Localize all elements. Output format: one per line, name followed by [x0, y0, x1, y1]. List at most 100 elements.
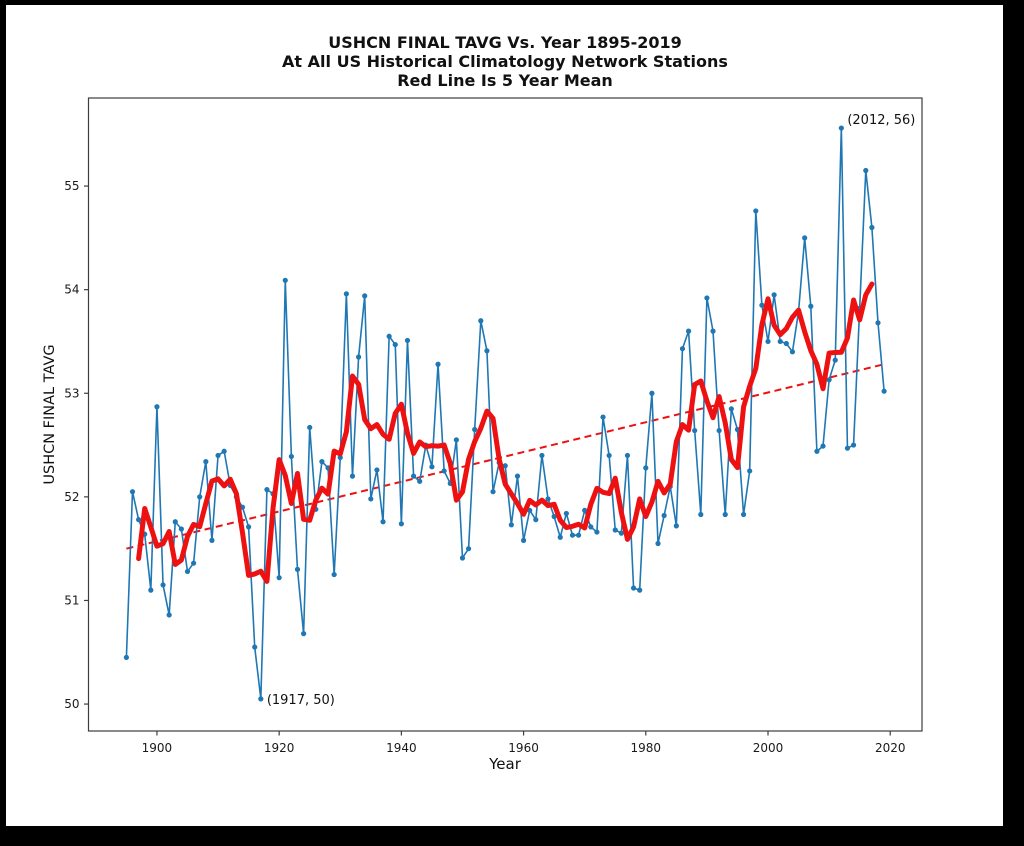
data-point-marker: [484, 348, 490, 354]
data-point-marker: [252, 644, 258, 650]
data-point-marker: [832, 357, 838, 363]
data-point-marker: [606, 452, 612, 459]
y-tick-label: 54: [64, 283, 79, 297]
x-tick-label: 2000: [753, 741, 784, 755]
data-point-marker: [459, 555, 466, 561]
data-point-marker: [850, 442, 857, 448]
data-point-marker: [685, 328, 692, 334]
data-point-marker: [777, 338, 783, 345]
data-point-marker: [753, 208, 759, 214]
data-point-marker: [789, 349, 796, 355]
data-point-marker: [246, 524, 252, 530]
data-point-marker: [838, 125, 844, 131]
chart-title: USHCN FINAL TAVG Vs. Year 1895-2019: [328, 33, 682, 52]
data-point-marker: [765, 338, 771, 345]
data-point-marker: [221, 448, 227, 454]
data-point-marker: [514, 473, 521, 479]
data-point-marker: [172, 519, 178, 525]
data-point-marker: [533, 517, 539, 523]
data-point-marker: [881, 388, 887, 394]
data-point-marker: [630, 585, 637, 591]
data-point-marker: [300, 631, 307, 637]
data-point-marker: [209, 537, 215, 543]
data-point-marker: [429, 464, 435, 470]
x-axis-label: Year: [488, 755, 522, 773]
data-point-marker: [863, 167, 869, 174]
data-point-marker: [508, 522, 514, 528]
data-point-marker: [203, 459, 209, 465]
y-tick-label: 53: [64, 386, 79, 400]
data-point-marker: [123, 654, 129, 661]
data-point-marker: [679, 346, 686, 352]
data-point-marker: [472, 426, 478, 433]
data-point-marker: [814, 448, 820, 454]
data-point-marker: [618, 530, 624, 536]
y-tick-label: 52: [64, 490, 79, 504]
data-point-marker: [191, 560, 197, 566]
data-point-marker: [771, 292, 777, 298]
data-point-marker: [643, 465, 649, 471]
data-point-marker: [398, 521, 404, 527]
data-point-marker: [673, 523, 679, 529]
data-point-marker: [337, 454, 343, 461]
data-point-marker: [264, 487, 270, 493]
y-tick-label: 55: [64, 179, 79, 193]
data-point-marker: [453, 437, 459, 443]
data-point-marker: [759, 302, 765, 308]
data-point-marker: [343, 291, 349, 297]
data-point-marker: [331, 571, 337, 578]
data-point-marker: [588, 524, 594, 530]
data-point-marker: [624, 452, 631, 459]
data-point-marker: [600, 414, 606, 420]
linear-trend-line: [126, 363, 885, 550]
data-point-marker: [716, 427, 722, 434]
axis-ticks: 1900 1920 1940 1960 1980 2000 2020 50 51 52 53 54 55: [64, 179, 905, 755]
data-point-marker: [184, 568, 191, 575]
data-point-marker: [478, 318, 484, 324]
data-point-marker: [594, 529, 600, 535]
data-point-marker: [258, 696, 264, 702]
data-point-marker: [808, 303, 814, 309]
data-point-marker: [844, 445, 851, 451]
data-point-marker: [710, 328, 716, 334]
plot-area-border: [87, 97, 923, 732]
data-point-marker: [386, 333, 392, 339]
annotation-2012-max: (2012, 56): [847, 113, 915, 128]
data-point-marker: [368, 496, 374, 502]
data-point-marker: [380, 519, 386, 525]
data-point-marker: [362, 293, 368, 299]
data-point-marker: [404, 337, 411, 344]
data-point-marker: [875, 320, 881, 326]
data-point-marker: [612, 527, 618, 533]
data-point-marker: [166, 612, 172, 618]
data-point-marker: [722, 511, 728, 518]
annotation-1917-min: (1917, 50): [267, 693, 335, 708]
data-point-marker: [129, 489, 136, 495]
data-point-marker: [802, 235, 808, 241]
data-point-marker: [136, 517, 142, 523]
chart-title-block: USHCN FINAL TAVG Vs. Year 1895-2019 At A…: [282, 33, 728, 90]
data-point-marker: [655, 540, 661, 547]
data-point-marker: [728, 406, 734, 412]
data-point-marker: [178, 526, 184, 532]
data-point-marker: [704, 295, 710, 301]
data-point-marker: [410, 473, 417, 479]
x-tick-label: 1980: [631, 741, 662, 755]
data-point-marker: [276, 575, 282, 581]
data-point-marker: [692, 427, 698, 434]
data-point-marker: [545, 496, 551, 502]
data-point-marker: [392, 341, 398, 348]
data-point-marker: [551, 513, 557, 520]
figure-background: [6, 5, 1003, 826]
x-tick-label: 1960: [508, 741, 539, 755]
y-axis-label: USHCN FINAL TAVG: [42, 344, 58, 484]
data-point-marker: [575, 532, 582, 538]
data-point-marker: [417, 478, 423, 484]
data-point-marker: [740, 511, 747, 518]
data-point-marker: [288, 453, 294, 460]
data-point-marker: [520, 537, 527, 543]
chart-subtitle: At All US Historical Climatology Network…: [282, 52, 728, 71]
data-point-marker: [869, 224, 875, 231]
